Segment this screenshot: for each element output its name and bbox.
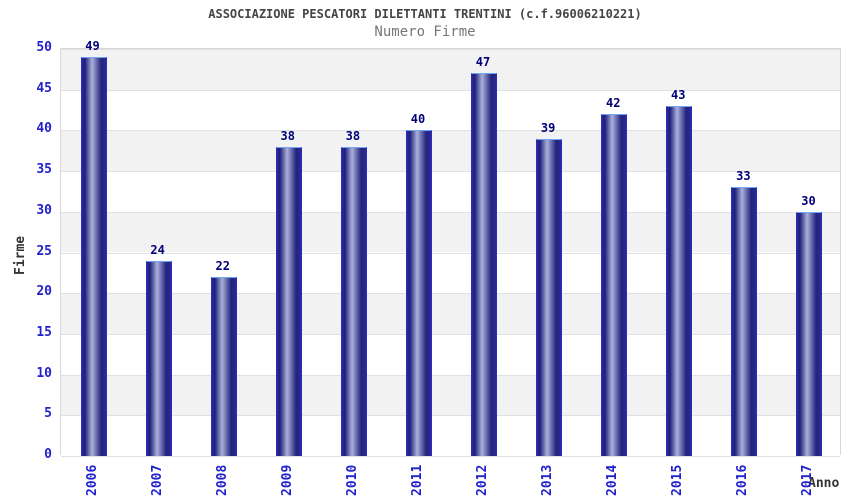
plot-area [60, 48, 841, 457]
bar-value-label: 38 [345, 128, 361, 143]
plot-band [61, 171, 840, 212]
plot-band [61, 415, 840, 456]
x-tick-label: 2009 [279, 464, 295, 496]
gridline [61, 252, 840, 254]
gridline [61, 293, 840, 295]
y-tick-label: 50 [36, 40, 52, 55]
gridline [61, 333, 840, 335]
gridline [61, 89, 840, 91]
y-tick-label: 25 [36, 243, 52, 259]
plot-band [61, 49, 840, 90]
bar-value-label: 24 [150, 242, 165, 257]
x-tick-label: 2015 [670, 464, 686, 496]
x-tick-label: 2012 [475, 464, 491, 496]
x-tick-label: 2006 [84, 464, 100, 496]
chart-title: ASSOCIAZIONE PESCATORI DILETTANTI TRENTI… [208, 7, 642, 21]
bar-value-label: 47 [475, 55, 491, 70]
x-tick-label: 2008 [214, 464, 230, 496]
plot-band [61, 211, 840, 253]
bar-value-label: 49 [85, 39, 100, 54]
plot-band [61, 89, 840, 131]
bar-2009 [275, 146, 302, 456]
x-tick-label: 2016 [735, 464, 751, 496]
bar-2015 [666, 105, 693, 456]
y-tick-label: 40 [36, 121, 52, 137]
chart-subtitle: Numero Firme [374, 24, 476, 40]
x-tick-label: 2014 [605, 464, 621, 496]
bar-2012 [471, 73, 498, 456]
bar-2017 [796, 211, 823, 456]
x-axis-title: Anno [808, 476, 840, 491]
bar-2006 [80, 57, 107, 456]
gridline [61, 211, 840, 213]
y-tick-label: 20 [36, 284, 52, 300]
y-tick-label: 15 [36, 324, 52, 340]
y-tick-label: 0 [44, 447, 52, 462]
bar-value-label: 22 [215, 258, 230, 273]
gridline [61, 171, 840, 173]
bar-2016 [731, 187, 758, 456]
x-tick-label: 2007 [149, 464, 165, 496]
bar-value-label: 33 [736, 169, 751, 184]
x-tick-label: 2017 [800, 464, 816, 496]
bar-2008 [210, 276, 237, 456]
gridline [61, 456, 840, 457]
gridline [61, 49, 840, 50]
gridline [61, 130, 840, 132]
bar-value-label: 42 [605, 96, 621, 111]
y-tick-label: 35 [36, 162, 52, 178]
bar-value-label: 39 [540, 120, 556, 135]
x-tick-label: 2010 [344, 464, 360, 496]
bar-2014 [601, 114, 628, 456]
bar-2013 [536, 138, 563, 456]
y-tick-label: 10 [36, 365, 52, 381]
bar-value-label: 40 [410, 112, 426, 127]
plot-band [61, 252, 840, 294]
plot-band [61, 374, 840, 416]
bar-2007 [145, 260, 172, 456]
y-tick-label: 45 [36, 80, 52, 96]
gridline [61, 374, 840, 376]
x-tick-label: 2011 [409, 464, 425, 496]
bar-value-label: 43 [671, 87, 686, 102]
plot-band [61, 130, 840, 172]
gridline [61, 415, 840, 417]
x-tick-label: 2013 [540, 464, 556, 496]
plot-band [61, 293, 840, 334]
y-tick-label: 5 [44, 406, 52, 422]
bar-value-label: 38 [280, 128, 295, 143]
y-tick-label: 30 [36, 202, 52, 218]
bar-2011 [405, 130, 432, 456]
bar-2010 [340, 146, 367, 456]
bar-value-label: 30 [801, 193, 816, 208]
plot-band [61, 333, 840, 375]
